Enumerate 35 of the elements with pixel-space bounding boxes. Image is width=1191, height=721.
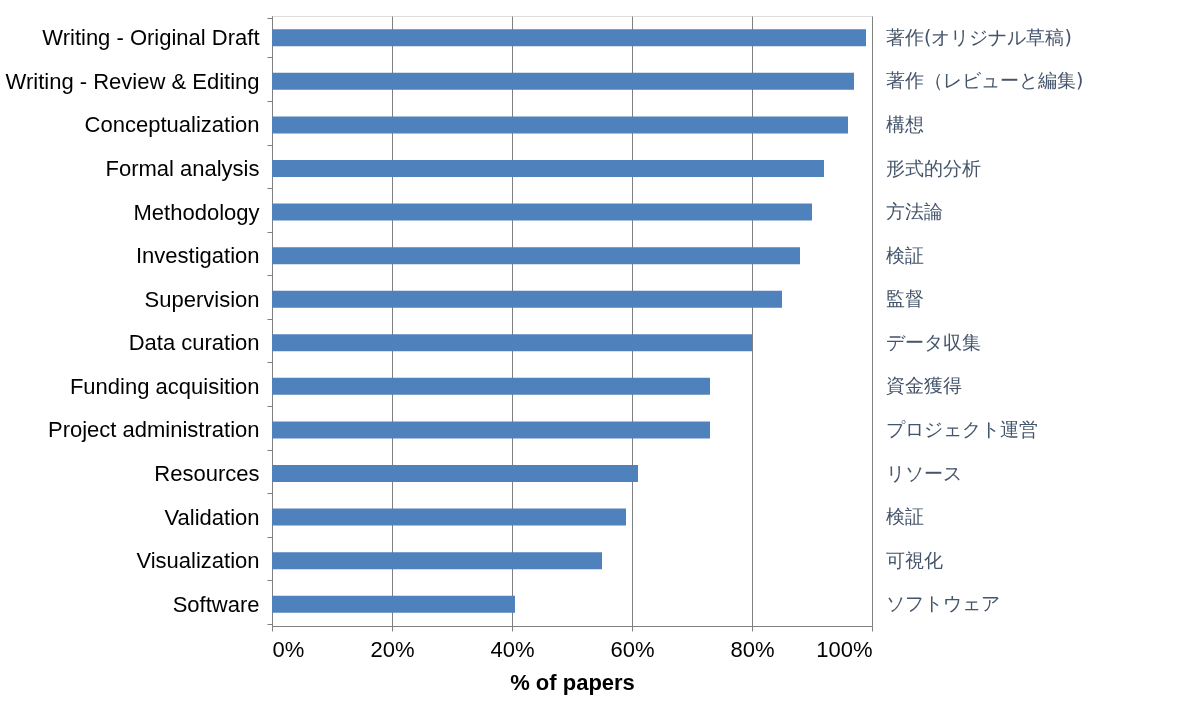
text: 著作（レビューと編集) — [886, 69, 1084, 92]
y-tick-label: Methodology — [133, 199, 260, 225]
text: 構想 — [886, 112, 924, 135]
y-tick-label: Formal analysis — [105, 156, 260, 181]
x-tick-label: 40% — [490, 636, 535, 662]
y-tick-label: Visualization — [136, 548, 260, 574]
x-tick-label: 20% — [370, 636, 415, 662]
text: 検証 — [886, 505, 924, 528]
y-tick-label: Investigation — [135, 243, 260, 269]
x-tick-label: 80% — [730, 636, 775, 662]
y-tick-label: Funding acquisition — [69, 373, 260, 399]
text: 検証 — [886, 243, 924, 266]
text: 監督 — [886, 287, 924, 310]
y-tick-label: Writing - Review & Editing — [5, 68, 260, 94]
x-tick-label: 60% — [610, 636, 655, 662]
y-tick-label: Software — [172, 591, 260, 617]
text: 可視化 — [886, 548, 943, 571]
text: データ収集 — [886, 330, 981, 353]
text: リソース — [886, 461, 962, 484]
x-tick-label: 0% — [272, 636, 305, 662]
text: ソフトウェア — [886, 592, 1000, 615]
x-axis-title: % of papers — [510, 669, 635, 695]
text: 方法論 — [886, 200, 943, 223]
x-tick-label: 100% — [816, 636, 873, 662]
y-tick-label: Data curation — [128, 330, 260, 356]
y-tick-label: Project administration — [47, 417, 260, 443]
y-tick-label: Resources — [154, 461, 260, 486]
text: プロジェクト運営 — [886, 417, 1038, 440]
text: 著作(オリジナル草稿) — [886, 25, 1072, 48]
y-tick-label: Conceptualization — [84, 112, 260, 138]
y-tick-label: Validation — [164, 504, 260, 530]
y-tick-label: Writing - Original Draft — [42, 25, 260, 51]
y-tick-label: Supervision — [144, 286, 260, 312]
text: 資金獲得 — [886, 374, 962, 397]
text: 形式的分析 — [886, 156, 981, 179]
